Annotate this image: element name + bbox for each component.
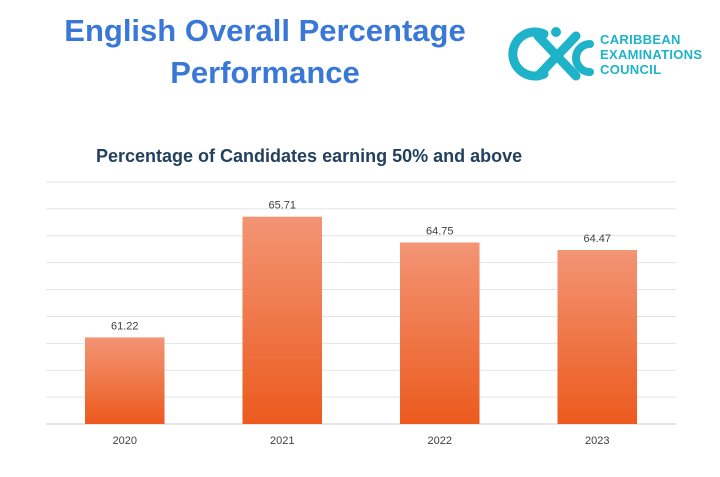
value-label-2021: 65.71 — [268, 200, 296, 212]
bar-2021 — [242, 216, 323, 424]
x-tick-label-2020: 2020 — [113, 435, 137, 447]
bar-2022 — [399, 242, 480, 424]
bars — [84, 216, 638, 424]
value-label-2020: 61.22 — [111, 320, 139, 332]
value-label-2022: 64.75 — [426, 226, 454, 238]
slide-title-line2: Performance — [170, 55, 360, 90]
logo-text-line1: CARIBBEAN — [600, 32, 681, 47]
logo-text-line2: EXAMINATIONS — [600, 47, 703, 62]
cxc-logo: CARIBBEAN EXAMINATIONS COUNCIL — [504, 22, 714, 86]
x-tick-label-2021: 2021 — [270, 435, 294, 447]
x-tick-label-2023: 2023 — [585, 435, 609, 447]
slide-title: English Overall Percentage Performance — [30, 10, 500, 94]
value-label-2023: 64.47 — [583, 233, 611, 245]
cxc-emblem-icon — [508, 27, 594, 81]
bar-2023 — [557, 250, 638, 424]
logo-text-line3: COUNCIL — [600, 62, 662, 77]
logo-wordmark: CARIBBEAN EXAMINATIONS COUNCIL — [600, 32, 702, 77]
slide-title-line1: English Overall Percentage — [64, 13, 466, 48]
x-tick-label-2022: 2022 — [428, 435, 452, 447]
value-labels: 61.22 65.71 64.75 64.47 — [111, 200, 611, 333]
bar-2020 — [84, 337, 165, 424]
chart-title: Percentage of Candidates earning 50% and… — [96, 146, 523, 166]
x-axis-ticks: 2020 2021 2022 2023 — [113, 435, 610, 447]
